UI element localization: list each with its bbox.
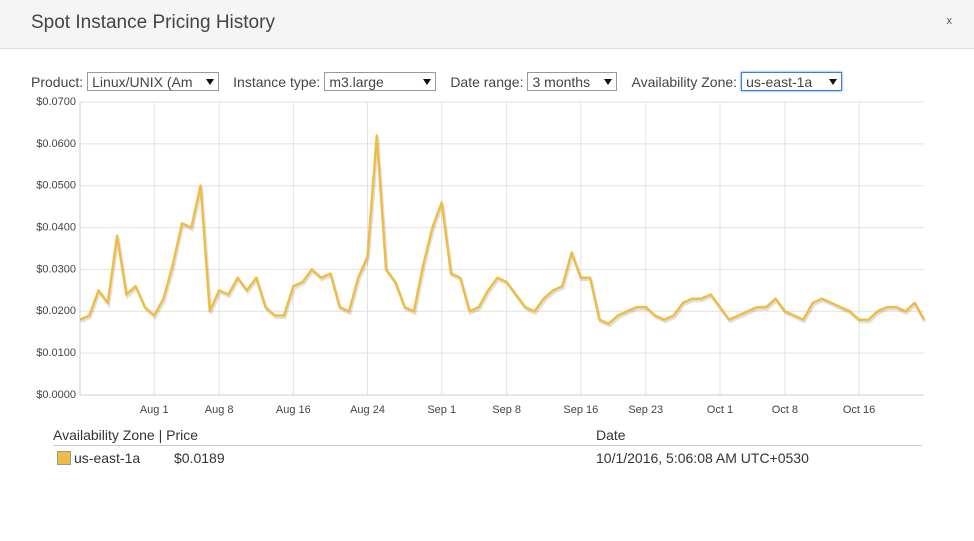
legend-zone: us-east-1a xyxy=(74,450,141,466)
availability-zone-select[interactable]: us-east-1a xyxy=(741,72,843,91)
select-value: 3 months xyxy=(532,73,591,90)
column-header: Date xyxy=(596,427,626,443)
legend-row: us-east-1a $0.0189 10/1/2016, 5:06:08 AM… xyxy=(53,446,922,468)
y-tick-label: $0.0000 xyxy=(36,389,76,401)
legend-table: Availability Zone | Price Date us-east-1… xyxy=(53,426,922,468)
dropdown-arrow xyxy=(604,78,613,85)
legend-swatch xyxy=(57,451,71,465)
legend-date: 10/1/2016, 5:06:08 AM UTC+0530 xyxy=(596,450,809,466)
x-tick-label: Oct 8 xyxy=(772,404,798,416)
y-tick-label: $0.0300 xyxy=(36,263,76,275)
select-value: Linux/UNIX (Am xyxy=(92,73,193,90)
label: Date range: xyxy=(450,73,524,90)
column-header: Availability Zone | Price xyxy=(53,427,198,443)
label: Instance type: xyxy=(233,73,321,90)
legend-price: $0.0189 xyxy=(174,450,225,466)
select-value: m3.large xyxy=(329,73,384,90)
y-tick-label: $0.0700 xyxy=(36,96,76,108)
x-tick-label: Aug 1 xyxy=(140,404,169,416)
x-tick-label: Aug 16 xyxy=(276,404,311,416)
x-tick-label: Sep 16 xyxy=(563,404,598,416)
filter-bar: Product: Linux/UNIX (Am Instance type: m… xyxy=(31,72,856,91)
y-tick-label: $0.0500 xyxy=(36,180,76,192)
x-tick-label: Sep 23 xyxy=(628,404,663,416)
x-tick-label: Oct 16 xyxy=(843,404,875,416)
dialog-title: Spot Instance Pricing History xyxy=(31,12,275,33)
label: Availability Zone: xyxy=(631,73,738,90)
y-tick-label: $0.0400 xyxy=(36,221,76,233)
x-tick-label: Aug 8 xyxy=(205,404,234,416)
y-tick-label: $0.0200 xyxy=(36,305,76,317)
legend-header: Availability Zone | Price Date xyxy=(53,426,922,446)
label: Product: xyxy=(31,73,84,90)
dropdown-arrow xyxy=(206,78,215,85)
price-line xyxy=(79,134,926,326)
dropdown-arrow xyxy=(423,78,432,85)
x-tick-label: Sep 8 xyxy=(492,404,521,416)
date-range-select[interactable]: 3 months xyxy=(527,72,618,91)
x-tick-label: Sep 1 xyxy=(427,404,456,416)
y-tick-label: $0.0600 xyxy=(36,138,76,150)
x-tick-label: Aug 24 xyxy=(350,404,385,416)
dialog-header: Spot Instance Pricing History x xyxy=(0,0,974,49)
y-tick-label: $0.0100 xyxy=(36,347,76,359)
close-button[interactable]: x xyxy=(946,15,953,27)
x-tick-label: Oct 1 xyxy=(707,404,733,416)
instance-type-select[interactable]: m3.large xyxy=(324,72,437,91)
product-select[interactable]: Linux/UNIX (Am xyxy=(87,72,220,91)
dropdown-arrow xyxy=(829,78,838,85)
select-value: us-east-1a xyxy=(746,73,813,90)
chart: $0.0000 $0.0100 $0.0200 $0.0300 $0.0400 $0.05… xyxy=(36,96,927,416)
